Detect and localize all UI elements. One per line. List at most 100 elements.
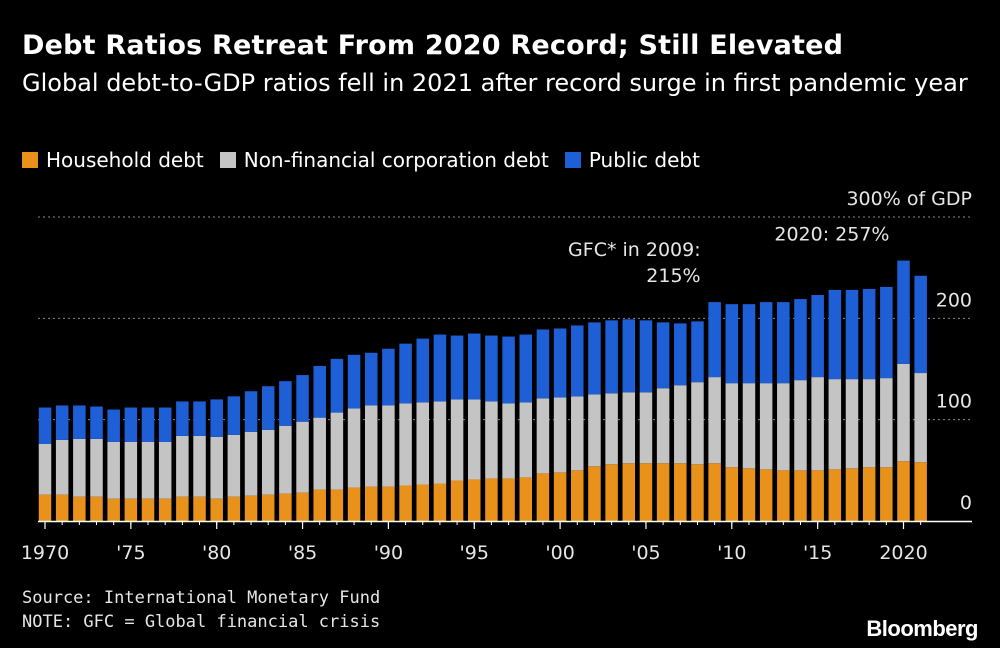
x-tick-label-1995: '95 [460,542,489,564]
bar-household-1995 [468,479,481,521]
bar-corporate-1991 [399,403,412,486]
legend-item-household: Household debt [22,148,204,172]
bar-household-1973 [90,496,103,521]
bar-corporate-1985 [296,421,309,493]
bar-household-2007 [674,463,687,521]
bar-corporate-2019 [880,378,893,468]
bar-public-2016 [828,289,842,380]
bar-public-2006 [656,322,670,389]
x-tick-label-1985: '85 [288,542,317,564]
bar-public-1987 [330,358,344,413]
bar-household-2005 [639,463,653,521]
bar-public-2005 [639,320,653,393]
bar-public-1979 [193,401,206,436]
bar-public-1995 [468,333,481,400]
bar-corporate-2007 [674,385,687,464]
bar-public-2014 [794,299,807,381]
x-tick-label-1970: 1970 [21,542,69,564]
bar-public-2007 [674,323,687,386]
bar-household-1978 [176,496,189,521]
bar-public-1986 [313,365,326,418]
bar-household-1991 [399,485,412,521]
bar-public-2020 [897,260,910,364]
bar-household-1990 [382,486,395,521]
bar-corporate-1988 [347,408,361,488]
bar-corporate-1984 [279,425,292,494]
chart-subtitle: Global debt-to-GDP ratios fell in 2021 a… [22,69,968,97]
y-tick-label-0: 0 [960,492,972,514]
bar-household-1981 [227,496,241,521]
bar-corporate-1987 [330,412,344,490]
bar-corporate-2021 [914,373,927,463]
bar-corporate-1970 [38,443,52,495]
bar-public-1997 [502,336,515,404]
gfc-note: NOTE: GFC = Global financial crisis [22,612,381,632]
bar-corporate-1998 [519,402,533,478]
bar-public-2011 [742,304,756,384]
bar-corporate-1999 [536,398,550,474]
bar-public-2009 [708,302,721,378]
legend-swatch-corporate [219,152,236,168]
bar-household-1997 [502,478,515,521]
bar-household-2006 [656,463,670,521]
x-tick-label-1980: '80 [202,542,231,564]
bar-corporate-1994 [450,399,464,481]
bar-public-2004 [622,319,636,393]
bar-household-2002 [588,466,601,521]
bar-household-1996 [485,478,498,521]
bar-public-1971 [55,405,69,440]
bar-public-2019 [880,286,893,379]
bar-household-2008 [691,464,704,521]
bar-corporate-2002 [588,394,601,467]
x-tick-label-2005: '05 [631,542,660,564]
legend-item-public: Public debt [564,148,700,172]
bar-public-2018 [862,288,876,380]
bar-corporate-2003 [605,393,618,465]
chart-title: Debt Ratios Retreat From 2020 Record; St… [22,30,844,61]
bar-public-1983 [261,386,275,430]
bar-public-2001 [571,325,584,397]
bar-corporate-2009 [708,377,721,464]
bar-household-2017 [845,468,859,521]
bar-corporate-2016 [828,379,842,470]
annotation-2009-line-1: 215% [646,265,700,287]
bar-public-1972 [73,405,86,439]
bar-household-2003 [605,464,618,521]
x-tick-label-2010: '10 [717,542,746,564]
bar-public-1982 [244,391,258,432]
bar-household-1993 [433,483,447,521]
bar-corporate-1981 [227,434,241,497]
bar-household-1989 [364,486,378,521]
bar-public-2021 [914,275,927,374]
bar-household-1987 [330,489,344,521]
bar-household-1984 [279,493,292,521]
bar-corporate-1986 [313,417,326,490]
bar-household-2011 [742,468,756,521]
bar-corporate-1975 [124,441,138,499]
x-tick-label-1975: '75 [116,542,145,564]
bar-household-2000 [553,472,567,521]
y-tick-label-200: 200 [936,289,972,311]
bar-corporate-1972 [73,438,86,497]
bar-household-2019 [880,467,893,521]
legend-label-corporate: Non-financial corporation debt [243,148,549,172]
bar-public-2003 [605,320,618,394]
bar-corporate-1980 [210,436,223,499]
bar-corporate-1979 [193,435,206,497]
bar-public-1988 [347,354,361,409]
bar-public-1975 [124,407,138,442]
bar-public-1978 [176,401,189,436]
bar-public-1977 [158,407,172,442]
bar-corporate-1977 [158,441,172,499]
bar-corporate-2000 [553,397,567,473]
bar-household-2013 [777,470,790,521]
bar-corporate-1996 [485,401,498,479]
bar-public-1996 [485,335,498,402]
bar-public-2010 [725,304,739,384]
bar-household-1972 [73,496,86,521]
bar-public-1998 [519,334,533,403]
bar-household-2012 [759,469,773,521]
bar-household-2020 [897,461,910,521]
legend-label-public: Public debt [588,148,700,172]
legend-swatch-household [22,152,38,168]
